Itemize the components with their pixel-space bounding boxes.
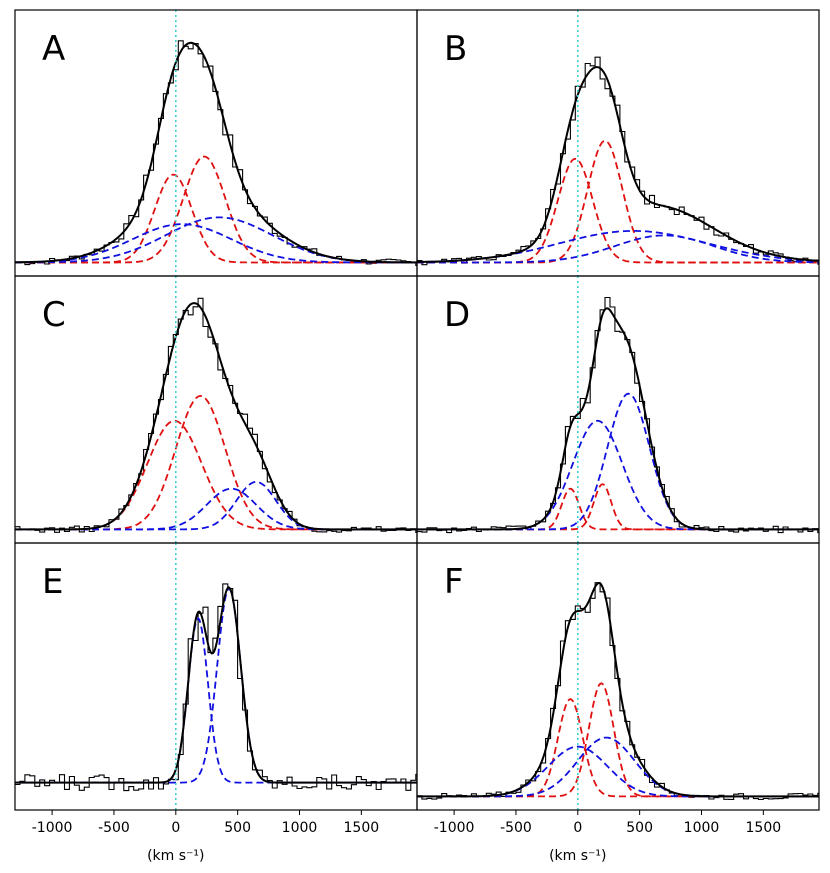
- histogram-f: [417, 582, 819, 800]
- component-red-c-1: [15, 419, 417, 531]
- panel-frame-b: [416, 9, 820, 277]
- x-tick-label-f-1: -500: [500, 820, 532, 836]
- panel-c: C: [14, 275, 418, 544]
- component-red-d-2: [417, 483, 819, 531]
- histogram-b: [417, 56, 819, 266]
- x-tick-label-f-0: -1000: [434, 820, 475, 836]
- panel-b: B: [416, 9, 820, 277]
- x-tick-label-e-1: -500: [98, 820, 130, 836]
- component-blue-a-4: [15, 216, 417, 264]
- total-fit-d: [417, 307, 819, 531]
- x-axis-label-f: (km s⁻¹): [549, 848, 606, 864]
- x-tick-label-f-5: 1500: [746, 820, 782, 836]
- panel-frame-a: [14, 9, 418, 277]
- histogram-d: [417, 296, 819, 534]
- x-tick-label-e-4: 1000: [282, 820, 318, 836]
- panel-label-b: B: [444, 29, 467, 69]
- component-red-d-1: [417, 487, 819, 531]
- panel-label-f: F: [444, 562, 464, 602]
- component-red-f-2: [417, 682, 819, 798]
- panel-frame-c: [14, 275, 418, 544]
- component-blue-b-4: [417, 234, 819, 264]
- histogram-c: [15, 297, 417, 534]
- total-fit-a: [15, 41, 417, 264]
- histogram-e: [15, 583, 417, 792]
- panel-label-d: D: [444, 295, 470, 335]
- panel-label-c: C: [42, 295, 66, 335]
- x-axis-label-e: (km s⁻¹): [147, 848, 204, 864]
- component-red-a-1: [15, 173, 417, 264]
- x-tick-label-e-3: 500: [224, 820, 251, 836]
- panel-d: D: [416, 275, 820, 544]
- x-tick-label-f-4: 1000: [684, 820, 720, 836]
- panel-frame-f: [416, 542, 820, 811]
- component-blue-d-4: [417, 392, 819, 531]
- total-fit-b: [417, 66, 819, 263]
- total-fit-f: [417, 581, 819, 798]
- component-blue-a-3: [15, 223, 417, 264]
- panel-frame-d: [416, 275, 820, 544]
- x-tick-label-e-0: -1000: [32, 820, 73, 836]
- panel-e: E -1000 -500 0 500 1000 1500 (km s⁻¹): [14, 542, 418, 864]
- x-tick-label-f-2: 0: [573, 820, 582, 836]
- total-fit-e: [15, 586, 417, 784]
- component-blue-d-3: [417, 419, 819, 531]
- x-tick-label-e-5: 1500: [344, 820, 380, 836]
- panel-f: F -1000 -500 0 500 1000 1500 (km s⁻¹): [416, 542, 820, 864]
- total-fit-c: [15, 302, 417, 531]
- panel-label-a: A: [42, 29, 65, 69]
- panel-label-e: E: [42, 562, 63, 602]
- x-tick-label-e-2: 0: [171, 820, 180, 836]
- x-tick-label-f-3: 500: [626, 820, 653, 836]
- histogram-a: [15, 40, 417, 266]
- component-blue-c-4: [15, 480, 417, 531]
- component-red-a-2: [15, 155, 417, 264]
- panel-a: A: [14, 9, 418, 277]
- component-red-c-2: [15, 394, 417, 531]
